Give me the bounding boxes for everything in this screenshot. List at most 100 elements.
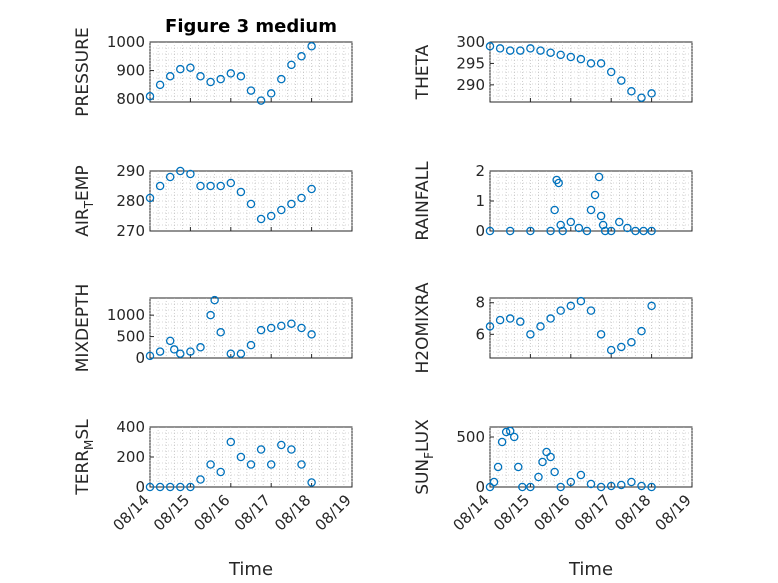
- y-tick-label: 500: [456, 428, 485, 446]
- data-point: [266, 323, 276, 333]
- data-point: [505, 226, 515, 236]
- y-tick-label: 6: [475, 325, 485, 343]
- data-point: [297, 52, 306, 61]
- y-tick-label: 270: [116, 222, 145, 240]
- data-point: [518, 482, 527, 492]
- data-point: [256, 214, 266, 224]
- data-point: [206, 460, 215, 469]
- data-point: [606, 345, 616, 355]
- data-point: [514, 462, 523, 472]
- data-point: [606, 481, 616, 491]
- data-point: [169, 345, 179, 354]
- data-point: [186, 63, 195, 72]
- data-point: [615, 217, 624, 227]
- data-point: [206, 310, 215, 320]
- y-axis-label: H2OMIXRA: [413, 282, 433, 373]
- y-tick-label: 400: [116, 418, 145, 436]
- y-tick-label: 1000: [107, 306, 145, 324]
- data-point: [526, 44, 535, 53]
- data-point: [485, 482, 495, 492]
- data-point: [617, 480, 626, 490]
- data-point: [623, 223, 632, 233]
- data-point: [216, 328, 225, 337]
- data-point: [586, 306, 596, 315]
- data-point: [307, 478, 316, 487]
- y-axis-label: AIRTEMP: [73, 165, 96, 236]
- data-point: [196, 343, 205, 352]
- data-point: [637, 326, 646, 336]
- data-point: [287, 199, 296, 209]
- y-tick-label: 200: [116, 448, 145, 466]
- y-axis-label: MIXDEPTH: [73, 284, 93, 373]
- data-point: [176, 482, 185, 492]
- data-point: [590, 190, 600, 200]
- data-point: [596, 330, 606, 339]
- data-point: [493, 462, 503, 472]
- y-tick-label: 0: [475, 478, 485, 496]
- data-point: [485, 226, 495, 236]
- y-tick-label: 2: [475, 162, 485, 180]
- data-point: [297, 323, 306, 333]
- y-axis-label: SUNFLUX: [413, 419, 436, 495]
- data-point: [647, 226, 656, 236]
- data-point: [501, 427, 511, 437]
- data-point: [165, 336, 175, 346]
- x-tick-label: 08/17: [231, 491, 274, 534]
- data-point: [155, 80, 165, 90]
- data-point: [495, 44, 505, 53]
- data-point: [226, 437, 236, 447]
- data-point: [246, 340, 256, 350]
- data-point: [266, 211, 276, 221]
- data-point: [216, 181, 225, 191]
- data-point: [576, 296, 586, 306]
- x-tick-label: 08/16: [530, 491, 573, 534]
- data-point: [647, 301, 656, 311]
- data-point: [246, 460, 256, 469]
- data-point: [526, 482, 535, 492]
- data-point: [556, 50, 565, 60]
- x-tick-label: 08/19: [652, 491, 695, 534]
- data-point: [550, 205, 559, 215]
- data-point: [145, 351, 155, 361]
- data-point: [596, 59, 606, 68]
- y-tick-label: 1: [475, 192, 485, 210]
- data-point: [176, 349, 185, 358]
- data-point: [145, 193, 155, 203]
- data-point: [226, 69, 236, 78]
- data-point: [186, 482, 195, 492]
- data-point: [596, 211, 606, 221]
- data-point: [216, 74, 225, 84]
- data-point: [246, 86, 256, 95]
- data-point: [526, 330, 535, 339]
- data-point: [165, 482, 175, 492]
- data-point: [538, 457, 547, 467]
- data-point: [165, 172, 175, 182]
- x-axis-label: Time: [568, 559, 613, 580]
- data-point: [196, 72, 205, 81]
- data-point: [627, 477, 636, 487]
- y-tick-label: 290: [116, 162, 145, 180]
- data-point: [617, 76, 626, 85]
- y-tick-label: 280: [116, 192, 145, 210]
- data-point: [505, 314, 515, 323]
- data-point: [266, 460, 276, 469]
- data-point: [485, 42, 495, 51]
- y-tick-label: 300: [456, 33, 485, 51]
- data-point: [287, 60, 296, 70]
- data-point: [216, 467, 225, 477]
- data-point: [210, 295, 219, 305]
- data-point: [497, 437, 507, 447]
- data-point: [637, 93, 646, 102]
- data-point: [155, 482, 165, 492]
- data-point: [558, 226, 567, 236]
- data-point: [505, 46, 515, 55]
- data-point: [256, 445, 266, 454]
- data-point: [516, 317, 525, 326]
- data-point: [536, 322, 545, 331]
- subplot-5: 0 500 1000 MIXDEPTH: [73, 284, 353, 373]
- y-tick-label: 500: [116, 328, 145, 346]
- x-tick-label: 08/17: [571, 491, 614, 534]
- data-point: [196, 475, 205, 484]
- data-point: [277, 321, 286, 331]
